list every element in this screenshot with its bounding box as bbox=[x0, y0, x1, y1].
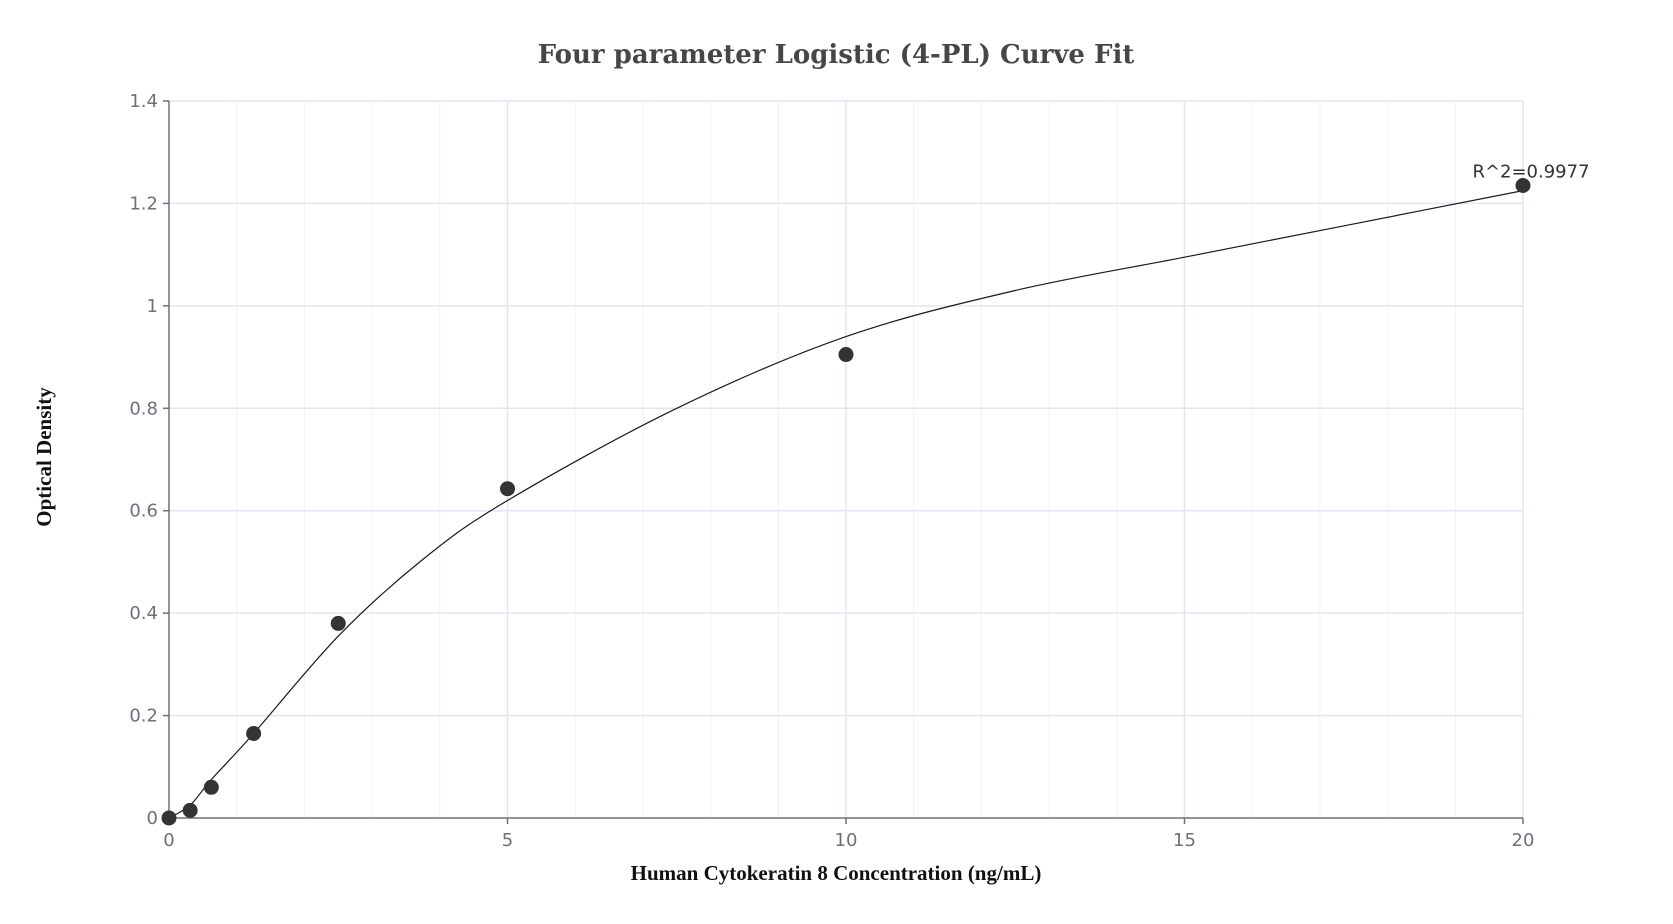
x-axis-title: Human Cytokeratin 8 Concentration (ng/mL… bbox=[631, 861, 1042, 885]
x-tick-label: 0 bbox=[163, 830, 174, 851]
y-tick-label: 0.8 bbox=[129, 398, 158, 419]
data-point[interactable] bbox=[203, 779, 219, 795]
grid bbox=[169, 100, 1524, 818]
data-point[interactable] bbox=[182, 802, 198, 818]
data-point[interactable] bbox=[246, 725, 262, 741]
r-squared-label: R^2=0.9977 bbox=[1472, 162, 1589, 183]
data-point[interactable] bbox=[838, 347, 854, 363]
y-tick-label: 0 bbox=[147, 808, 158, 829]
data-points bbox=[161, 178, 1531, 826]
y-tick-label: 0.6 bbox=[129, 501, 158, 522]
axes: 0 5 10 15 20 0 0.2 0.4 0.6 0.8 1 1.2 1.4 bbox=[129, 91, 1534, 851]
data-point[interactable] bbox=[1515, 178, 1531, 194]
fit-curve bbox=[168, 190, 1524, 819]
fit-curve-layer bbox=[168, 190, 1524, 819]
y-tick-label: 1.4 bbox=[129, 91, 158, 112]
x-tick-label: 15 bbox=[1173, 830, 1196, 851]
annotations: R^2=0.9977 bbox=[1472, 162, 1589, 183]
y-axis-title: Optical Density bbox=[32, 387, 56, 527]
data-point[interactable] bbox=[330, 615, 346, 631]
x-tick-label: 5 bbox=[502, 830, 513, 851]
data-point[interactable] bbox=[161, 810, 177, 826]
x-tick-label: 20 bbox=[1512, 830, 1535, 851]
y-tick-label: 1 bbox=[147, 296, 158, 317]
y-tick-label: 0.4 bbox=[129, 603, 158, 624]
x-tick-label: 10 bbox=[835, 830, 858, 851]
chart-title: Four parameter Logistic (4-PL) Curve Fit bbox=[538, 40, 1135, 70]
y-tick-label: 0.2 bbox=[129, 706, 158, 727]
y-tick-label: 1.2 bbox=[129, 193, 158, 214]
data-point[interactable] bbox=[500, 481, 515, 497]
